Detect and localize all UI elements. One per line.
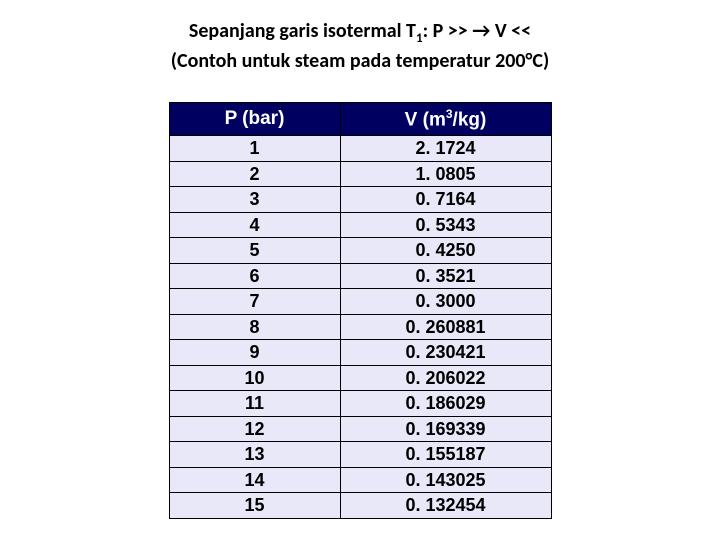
col2-sup: 3 <box>446 107 453 121</box>
cell-pressure: 8 <box>169 314 340 340</box>
title-line1-post: : P >> → V << <box>423 19 532 43</box>
title-line-1: Sepanjang garis isotermal T1: P >> → V <… <box>171 18 549 48</box>
cell-pressure: 5 <box>169 238 340 264</box>
page-title: Sepanjang garis isotermal T1: P >> → V <… <box>171 18 549 74</box>
table-row: 90. 230421 <box>169 340 551 366</box>
cell-pressure: 10 <box>169 365 340 391</box>
cell-pressure: 1 <box>169 136 340 162</box>
col2-post: /kg) <box>453 109 487 130</box>
cell-volume: 0. 155187 <box>340 442 551 468</box>
cell-pressure: 3 <box>169 187 340 213</box>
table-header-row: P (bar) V (m3/kg) <box>169 102 551 135</box>
cell-volume: 0. 169339 <box>340 416 551 442</box>
table-row: 40. 5343 <box>169 212 551 238</box>
cell-volume: 0. 3000 <box>340 289 551 315</box>
cell-pressure: 14 <box>169 467 340 493</box>
table-row: 30. 7164 <box>169 187 551 213</box>
table-row: 110. 186029 <box>169 391 551 417</box>
cell-volume: 2. 1724 <box>340 136 551 162</box>
table-row: 150. 132454 <box>169 493 551 519</box>
cell-volume: 0. 206022 <box>340 365 551 391</box>
col2-pre: V (m <box>405 109 446 130</box>
cell-volume: 1. 0805 <box>340 161 551 187</box>
table-row: 70. 3000 <box>169 289 551 315</box>
col-header-volume: V (m3/kg) <box>340 102 551 135</box>
cell-pressure: 7 <box>169 289 340 315</box>
table-row: 130. 155187 <box>169 442 551 468</box>
table-row: 120. 169339 <box>169 416 551 442</box>
cell-pressure: 6 <box>169 263 340 289</box>
cell-pressure: 12 <box>169 416 340 442</box>
cell-volume: 0. 3521 <box>340 263 551 289</box>
cell-pressure: 2 <box>169 161 340 187</box>
table-row: 140. 143025 <box>169 467 551 493</box>
cell-volume: 0. 230421 <box>340 340 551 366</box>
cell-pressure: 9 <box>169 340 340 366</box>
table-row: 100. 206022 <box>169 365 551 391</box>
title-line1-pre: Sepanjang garis isotermal T <box>189 19 416 43</box>
cell-volume: 0. 132454 <box>340 493 551 519</box>
col-header-pressure: P (bar) <box>169 102 340 135</box>
cell-volume: 0. 7164 <box>340 187 551 213</box>
cell-pressure: 11 <box>169 391 340 417</box>
cell-volume: 0. 5343 <box>340 212 551 238</box>
cell-pressure: 15 <box>169 493 340 519</box>
table-row: 60. 3521 <box>169 263 551 289</box>
table-row: 12. 1724 <box>169 136 551 162</box>
table-body: 12. 172421. 080530. 716440. 534350. 4250… <box>169 136 551 519</box>
cell-volume: 0. 186029 <box>340 391 551 417</box>
data-table-wrap: P (bar) V (m3/kg) 12. 172421. 080530. 71… <box>169 102 552 519</box>
data-table: P (bar) V (m3/kg) 12. 172421. 080530. 71… <box>169 102 552 519</box>
title-line-2: (Contoh untuk steam pada temperatur 200°… <box>171 48 549 74</box>
cell-volume: 0. 143025 <box>340 467 551 493</box>
cell-pressure: 4 <box>169 212 340 238</box>
table-row: 21. 0805 <box>169 161 551 187</box>
cell-volume: 0. 260881 <box>340 314 551 340</box>
cell-pressure: 13 <box>169 442 340 468</box>
title-line1-sub: 1 <box>416 31 423 46</box>
cell-volume: 0. 4250 <box>340 238 551 264</box>
table-row: 80. 260881 <box>169 314 551 340</box>
table-row: 50. 4250 <box>169 238 551 264</box>
